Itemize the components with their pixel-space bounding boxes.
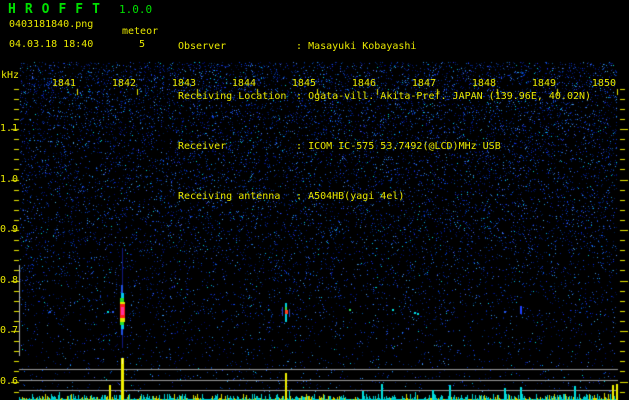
info-value: Masayuki Kobayashi [308, 41, 417, 52]
station-info: Observer: Masayuki Kobayashi Receiving L… [178, 3, 591, 241]
freq-tick-label: 1.0 [0, 174, 19, 185]
time-tick-label: 1846 [351, 78, 376, 89]
time-tick-label: 1843 [171, 78, 196, 89]
app-title: HROFFT [8, 2, 109, 17]
time-tick-label: 1842 [111, 78, 136, 89]
time-tick-label: 1849 [531, 78, 556, 89]
info-colon: : [296, 141, 303, 152]
freq-tick-label: 0.6 [0, 376, 19, 387]
freq-tick-label: 1.1 [0, 123, 19, 134]
info-row-antenna: Receiving antenna: A504HB(yagi 4el) [178, 191, 591, 203]
app-version: 1.0.0 [119, 3, 153, 16]
time-tick-label: 1850 [591, 78, 616, 89]
freq-axis-unit: kHz [1, 70, 20, 81]
datetime-label: 04.03.18 18:40 [9, 39, 94, 50]
info-label: Receiving Location [178, 91, 287, 102]
info-value: ICOM IC-575 53.7492(@LCD)MHz USB [308, 141, 501, 152]
info-row-observer: Observer: Masayuki Kobayashi [178, 41, 591, 53]
info-colon: : [296, 191, 303, 202]
time-tick-label: 1844 [231, 78, 256, 89]
freq-tick-label: 0.9 [0, 224, 19, 235]
info-row-location: Receiving Location: Ogata-vill. Akita-Pr… [178, 91, 591, 103]
info-value: Ogata-vill. Akita-Pref. JAPAN (139.96E, … [308, 91, 592, 102]
info-row-receiver: Receiver: ICOM IC-575 53.7492(@LCD)MHz U… [178, 141, 591, 153]
freq-tick-label: 0.8 [0, 275, 19, 286]
info-colon: : [296, 91, 303, 102]
mode-label: meteor [122, 26, 159, 37]
time-tick-label: 1848 [471, 78, 496, 89]
time-tick-label: 1841 [51, 78, 76, 89]
time-tick-label: 1845 [291, 78, 316, 89]
output-filename: 0403181840.png [9, 19, 94, 30]
info-label: Receiving antenna [178, 191, 281, 202]
meteor-count: 5 [139, 39, 146, 50]
info-label: Receiver [178, 141, 227, 152]
info-colon: : [296, 41, 303, 52]
info-value: A504HB(yagi 4el) [308, 191, 405, 202]
info-label: Observer [178, 41, 227, 52]
freq-tick-label: 0.7 [0, 325, 19, 336]
time-tick-label: 1847 [411, 78, 436, 89]
